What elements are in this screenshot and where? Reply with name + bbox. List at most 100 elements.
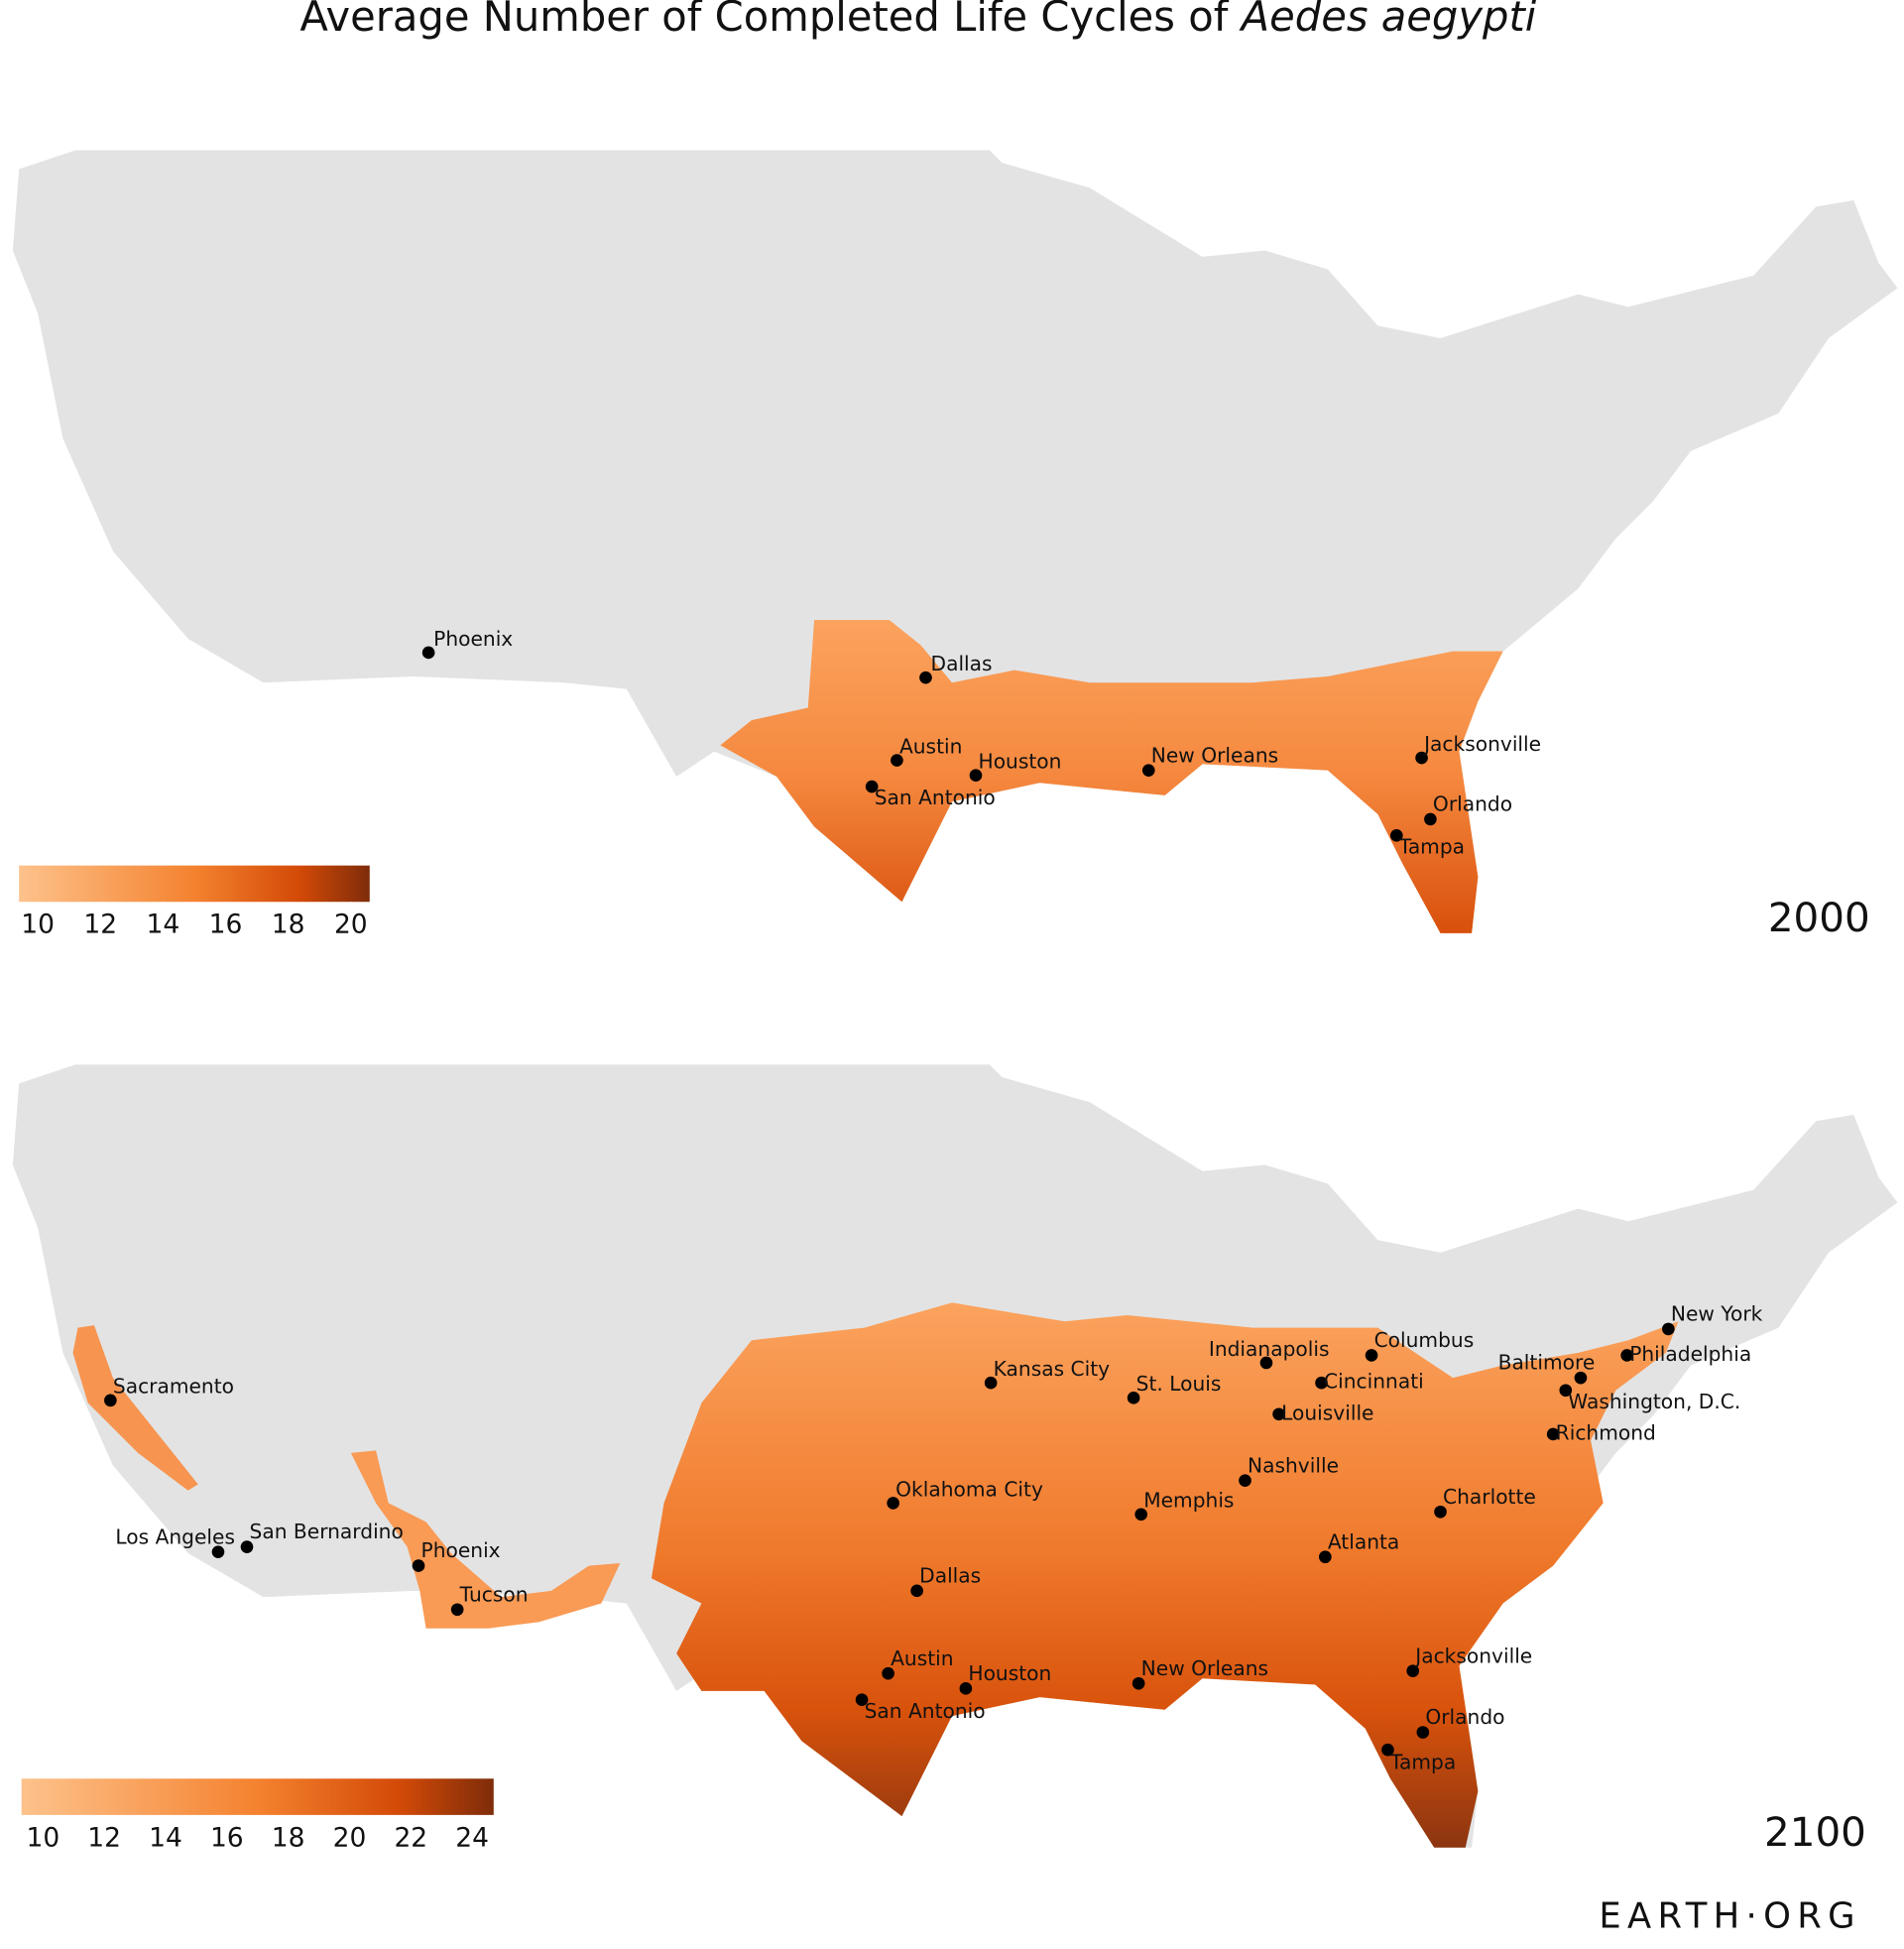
range-area (720, 620, 1503, 933)
city-label: Cincinnati (1324, 1370, 1424, 1394)
city-label: Indianapolis (1209, 1337, 1330, 1361)
city-label: Tampa (1398, 834, 1465, 858)
city-marker (1406, 1664, 1420, 1677)
city-marker (1127, 1392, 1140, 1404)
city-label: Sacramento (113, 1375, 234, 1399)
city-marker (1239, 1474, 1251, 1488)
city-label: Jacksonville (1422, 732, 1541, 756)
range-area (72, 1325, 198, 1491)
city-label: Austin (899, 734, 962, 758)
city-marker (969, 769, 983, 783)
range-area (350, 1450, 621, 1629)
city-label: Baltimore (1498, 1351, 1596, 1375)
city-label: Orlando (1425, 1705, 1504, 1729)
city-label: St. Louis (1136, 1372, 1222, 1396)
colorbar (19, 865, 370, 903)
city-label: Nashville (1248, 1453, 1339, 1477)
city-label: Washington, D.C. (1568, 1390, 1740, 1413)
footer-logo: EARTH·ORG (1599, 1895, 1861, 1936)
city-marker (1131, 1676, 1145, 1690)
city-marker (1416, 1726, 1430, 1739)
colorbar-tick-label: 12 (83, 910, 117, 940)
colorbar-tick-label: 12 (87, 1822, 121, 1853)
city-marker (855, 1693, 869, 1707)
city-label: Orlando (1433, 792, 1512, 816)
colorbar-tick-label: 18 (272, 1822, 305, 1853)
city-marker (211, 1545, 225, 1558)
city-marker (1424, 812, 1437, 826)
city-label: San Bernardino (250, 1520, 404, 1543)
city-marker (1434, 1505, 1447, 1519)
colorbar-tick-label: 14 (147, 910, 180, 940)
city-label: Tampa (1389, 1751, 1456, 1774)
city-marker (1259, 1356, 1273, 1370)
city-marker (1662, 1322, 1675, 1336)
city-marker (919, 670, 932, 684)
colorbar-tick-label: 20 (333, 1822, 367, 1853)
city-marker (1272, 1407, 1285, 1421)
city-label: San Antonio (865, 1699, 986, 1723)
city-marker (1134, 1508, 1148, 1522)
city-label: Houston (979, 750, 1062, 774)
colorbar-tick-label: 16 (209, 910, 243, 940)
city-label: Houston (968, 1661, 1051, 1685)
city-marker (240, 1540, 254, 1553)
city-marker (891, 754, 903, 767)
range-area (651, 1302, 1679, 1848)
colorbar (21, 1778, 494, 1815)
year-label: 2100 (1764, 1808, 1866, 1856)
city-label: New Orleans (1141, 1656, 1268, 1680)
city-label: Columbus (1374, 1328, 1475, 1352)
title: Average Number of Completed Life Cycles … (299, 0, 1536, 41)
city-marker (1389, 829, 1403, 842)
city-label: Tucson (459, 1582, 529, 1606)
city-label: Oklahoma City (895, 1477, 1043, 1501)
colorbar-tick-label: 10 (21, 910, 55, 940)
city-marker (882, 1666, 894, 1680)
city-label: San Antonio (875, 786, 996, 809)
city-marker (1415, 751, 1428, 765)
colorbar-tick-label: 18 (272, 910, 305, 940)
city-marker (421, 646, 435, 660)
city-marker (104, 1394, 117, 1407)
city-marker (1546, 1427, 1560, 1441)
city-marker (1620, 1349, 1633, 1362)
city-marker (412, 1559, 425, 1572)
city-label: Charlotte (1443, 1485, 1536, 1509)
city-marker (865, 780, 879, 793)
city-label: Austin (891, 1646, 953, 1670)
city-marker (1315, 1376, 1328, 1390)
city-marker (1319, 1550, 1332, 1564)
city-marker (1141, 764, 1155, 777)
colorbar-tick-label: 24 (455, 1822, 489, 1853)
city-label: Memphis (1143, 1489, 1234, 1513)
colorbar-tick-label: 16 (210, 1822, 244, 1853)
city-marker (1559, 1384, 1573, 1398)
city-label: Louisville (1281, 1401, 1373, 1424)
city-marker (450, 1603, 464, 1617)
colorbar-tick-label: 10 (26, 1822, 60, 1853)
city-label: Philadelphia (1629, 1342, 1751, 1366)
land (12, 150, 1898, 933)
colorbar-tick-label: 20 (334, 910, 368, 940)
city-label: Phoenix (421, 1538, 501, 1562)
city-label: Richmond (1556, 1420, 1656, 1444)
city-label: Los Angeles (115, 1524, 235, 1548)
city-label: Kansas City (994, 1357, 1110, 1381)
city-label: Atlanta (1328, 1529, 1399, 1553)
colorbar-tick-label: 14 (149, 1822, 182, 1853)
city-label: Jacksonville (1413, 1644, 1532, 1667)
city-marker (1381, 1743, 1394, 1757)
city-label: New York (1671, 1301, 1763, 1325)
city-label: New Orleans (1151, 743, 1278, 767)
city-label: Phoenix (433, 627, 513, 651)
city-marker (910, 1584, 923, 1598)
city-marker (959, 1682, 973, 1695)
city-label: Dallas (919, 1563, 981, 1587)
colorbar-tick-label: 22 (394, 1822, 427, 1853)
city-marker (887, 1497, 899, 1510)
city-marker (984, 1376, 998, 1390)
city-label: Dallas (931, 652, 993, 675)
city-marker (1574, 1371, 1588, 1385)
city-marker (1365, 1349, 1378, 1362)
